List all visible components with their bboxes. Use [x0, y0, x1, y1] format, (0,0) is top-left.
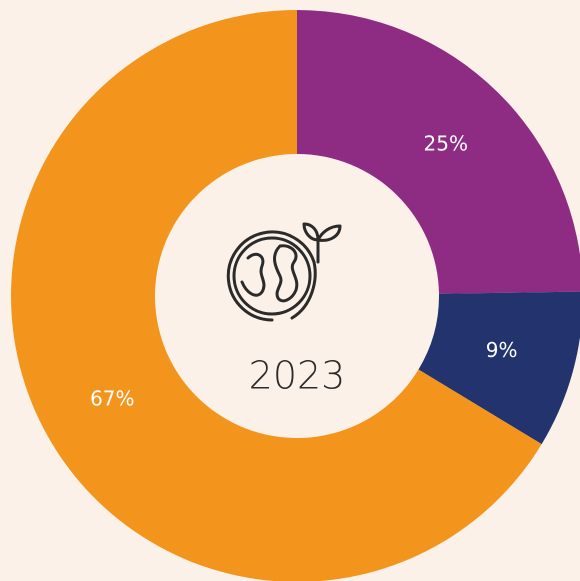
- center-label: 2023: [249, 354, 346, 398]
- value-label: 25%: [424, 131, 468, 155]
- value-label: 67%: [90, 387, 134, 411]
- slice: [11, 10, 542, 581]
- slices: [11, 10, 580, 581]
- value-label: 9%: [486, 338, 518, 362]
- earth-icon: [226, 222, 342, 322]
- slice: [297, 10, 580, 294]
- slice: [418, 291, 580, 445]
